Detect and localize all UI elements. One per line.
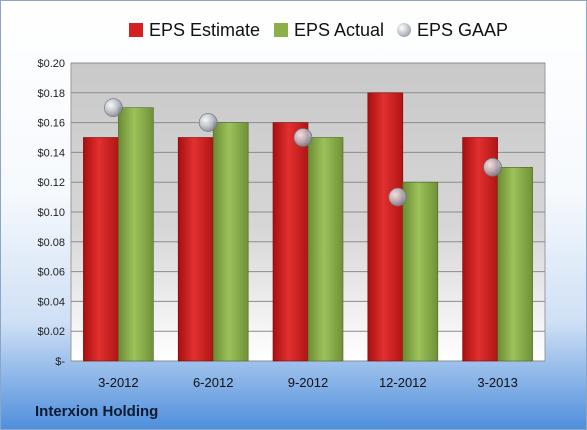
legend-label-actual: EPS Actual — [294, 19, 385, 40]
legend-label-estimate: EPS Estimate — [149, 19, 261, 40]
y-tick-label: $0.14 — [37, 147, 65, 159]
y-tick-label: $0.12 — [37, 177, 65, 189]
y-tick-label: $0.20 — [37, 58, 65, 70]
legend-swatch-estimate — [129, 23, 143, 37]
x-tick-label: 3-2012 — [98, 375, 138, 390]
bar-eps-actual — [402, 181, 439, 362]
marker-eps-gaap — [293, 128, 313, 147]
company-name: Interxion Holding — [35, 403, 159, 420]
bar-eps-estimate — [367, 92, 404, 362]
marker-eps-gaap — [198, 113, 218, 132]
marker-eps-gaap — [483, 158, 502, 177]
legend-swatch-actual — [274, 23, 288, 37]
bar-eps-estimate — [83, 137, 119, 362]
bar-eps-actual — [118, 107, 154, 362]
legend-swatch-gaap — [397, 23, 411, 37]
bar-eps-actual — [212, 122, 249, 362]
y-tick-label: $0.10 — [37, 207, 65, 219]
bar-eps-actual — [307, 137, 344, 362]
bars — [83, 92, 533, 362]
x-tick-label: 3-2013 — [477, 375, 517, 390]
legend-item-gaap: EPS GAAP — [397, 15, 508, 45]
bar-eps-estimate — [177, 137, 214, 362]
bar-eps-estimate — [272, 122, 309, 362]
x-tick-label: 9-2012 — [288, 375, 328, 390]
y-axis-ticks: $- $0.02 $0.04 $0.06 $0.08 $0.10 $0.12 $0.14 $0.… — [37, 58, 65, 368]
x-tick-label: 6-2012 — [193, 375, 233, 390]
y-tick-label: $0.18 — [37, 88, 65, 100]
marker-eps-gaap — [388, 187, 408, 207]
bar-eps-actual — [497, 167, 533, 362]
legend-item-estimate: EPS Estimate — [129, 15, 260, 45]
x-axis-ticks: 3-2012 6-2012 9-2012 12-2012 3-2013 — [98, 375, 518, 390]
x-tick-label: 12-2012 — [379, 375, 427, 390]
y-tick-label: $0.16 — [37, 118, 65, 130]
y-tick-label: $0.02 — [37, 326, 65, 338]
gaap-markers — [104, 98, 502, 207]
legend-item-actual: EPS Actual — [274, 15, 384, 45]
legend-label-gaap: EPS GAAP — [417, 19, 509, 40]
y-tick-label: $0.06 — [37, 267, 65, 279]
legend: EPS Estimate EPS Actual EPS GAAP — [1, 15, 586, 45]
y-tick-label: $- — [55, 356, 65, 368]
y-tick-label: $0.08 — [37, 237, 65, 249]
marker-eps-gaap — [104, 98, 123, 117]
y-tick-label: $0.04 — [37, 296, 65, 308]
